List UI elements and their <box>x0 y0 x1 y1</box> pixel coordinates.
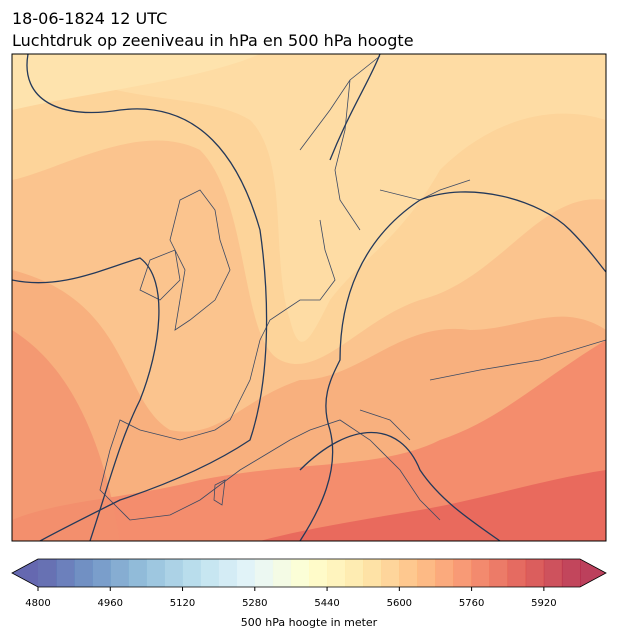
colorbar-tick-label: 5600 <box>387 598 412 609</box>
colorbar-bin <box>507 559 527 587</box>
colorbar-bin <box>561 559 581 587</box>
colorbar-bin <box>38 559 57 587</box>
colorbar-tick-label: 5760 <box>459 598 484 609</box>
colorbar-bin <box>417 559 436 587</box>
colorbar-bin <box>146 559 165 587</box>
colorbar-tick-label: 4800 <box>25 598 50 609</box>
colorbar: 4800 4960 5120 5280 5440 5600 5760 5920 <box>11 558 607 609</box>
colorbar-label: 500 hPa hoogte in meter <box>241 616 378 629</box>
colorbar-extend-low <box>12 559 38 587</box>
colorbar-bin <box>345 559 364 587</box>
colorbar-bin <box>164 559 183 587</box>
colorbar-bin <box>489 559 509 587</box>
colorbar-bin <box>218 559 238 587</box>
colorbar-tick-label: 4960 <box>98 598 123 609</box>
subtitle: Luchtdruk op zeeniveau in hPa en 500 hPa… <box>12 31 414 50</box>
colorbar-bin <box>363 559 382 587</box>
title: 18-06-1824 12 UTC <box>12 9 167 28</box>
colorbar-bin <box>543 559 563 587</box>
colorbar-bin <box>128 559 147 587</box>
colorbar-bin <box>381 559 400 587</box>
colorbar-bin <box>471 559 490 587</box>
colorbar-bin <box>110 559 129 587</box>
colorbar-bin <box>327 559 346 587</box>
colorbar-tick-label: 5280 <box>242 598 267 609</box>
colorbar-bin <box>56 559 75 587</box>
colorbar-tick-label: 5440 <box>314 598 339 609</box>
colorbar-bin <box>525 559 545 587</box>
colorbar-bin <box>74 559 93 587</box>
colorbar-bin <box>309 559 328 587</box>
colorbar-bin <box>254 559 274 587</box>
colorbar-bin <box>182 559 201 587</box>
colorbar-bin <box>236 559 256 587</box>
map <box>11 53 607 542</box>
colorbar-bin <box>92 559 111 587</box>
colorbar-bin <box>453 559 472 587</box>
colorbar-extend-high <box>580 559 606 587</box>
colorbar-tick-label: 5120 <box>170 598 195 609</box>
colorbar-bin <box>435 559 454 587</box>
colorbar-bin <box>200 559 219 587</box>
colorbar-outline <box>11 558 607 588</box>
colorbar-bin <box>399 559 418 587</box>
colorbar-bin <box>272 559 292 587</box>
colorbar-bin <box>290 559 310 587</box>
colorbar-tick-label: 5920 <box>531 598 556 609</box>
